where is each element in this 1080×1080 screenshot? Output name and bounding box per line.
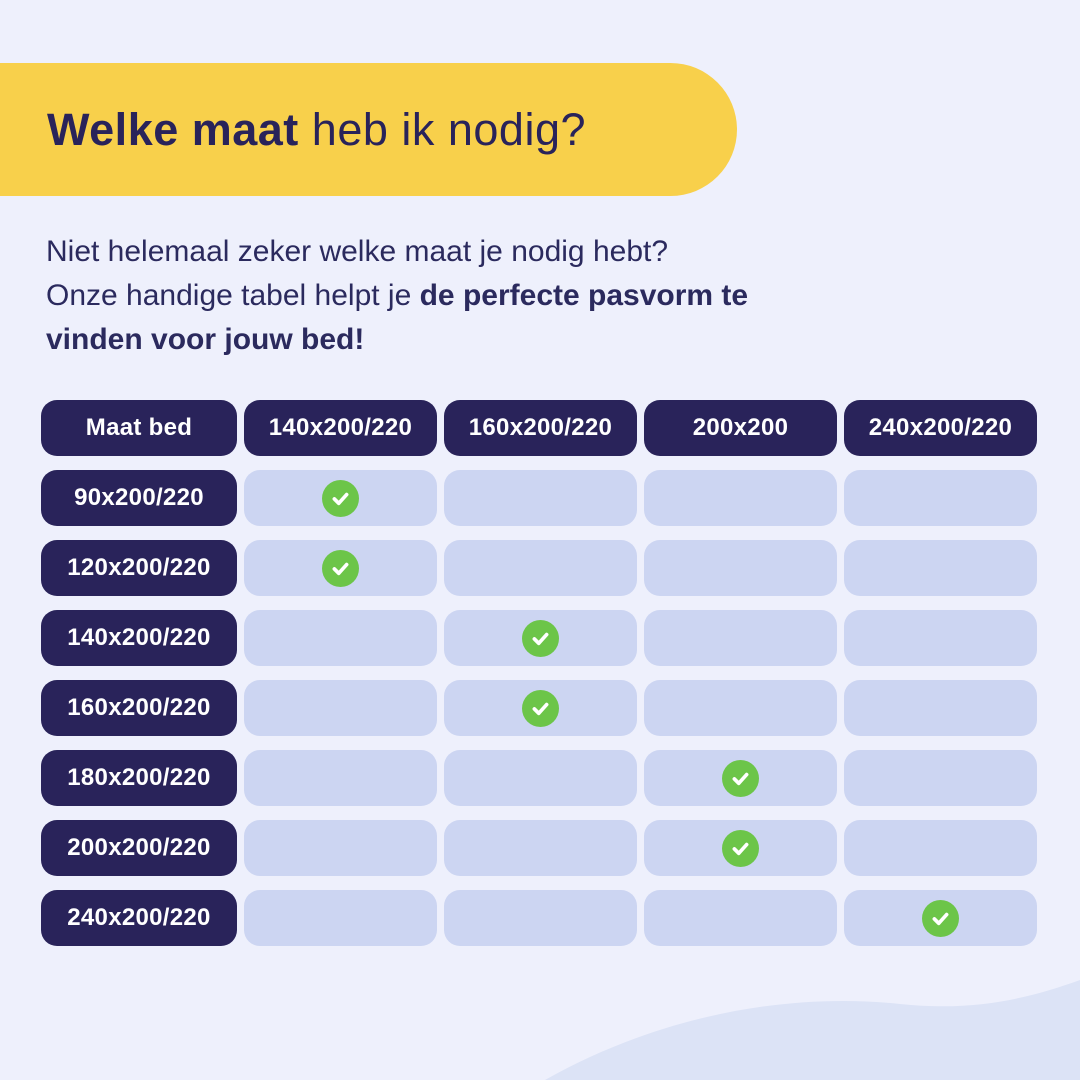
intro-line2-bold: de perfecte pasvorm te [419, 279, 749, 312]
table-cell-match [244, 470, 437, 526]
table-cell [844, 540, 1037, 596]
table-cell [244, 680, 437, 736]
page-title: Welke maat heb ik nodig? [47, 104, 586, 156]
table-cell [444, 470, 637, 526]
column-header: 240x200/220 [844, 400, 1037, 456]
check-icon [922, 899, 959, 937]
page-title-regular: heb ik nodig? [298, 103, 587, 155]
table-cell-match [644, 820, 837, 876]
column-header: 140x200/220 [244, 400, 437, 456]
corner-header-maat-bed: Maat bed [41, 400, 237, 456]
table-cell [244, 890, 437, 946]
table-cell-match [444, 680, 637, 736]
table-cell [844, 610, 1037, 666]
table-cell [644, 890, 837, 946]
row-header: 180x200/220 [41, 750, 237, 806]
table-cell [644, 610, 837, 666]
table-cell [444, 820, 637, 876]
check-icon [722, 829, 759, 867]
row-header: 160x200/220 [41, 680, 237, 736]
table-cell [444, 890, 637, 946]
row-header: 90x200/220 [41, 470, 237, 526]
title-banner: Welke maat heb ik nodig? [0, 63, 737, 196]
table-cell [244, 750, 437, 806]
table-cell [844, 750, 1037, 806]
table-cell [844, 470, 1037, 526]
intro-text: Niet helemaal zeker welke maat je nodig … [46, 230, 946, 362]
check-icon [522, 619, 559, 657]
intro-line1: Niet helemaal zeker welke maat je nodig … [46, 235, 669, 268]
table-cell-match [644, 750, 837, 806]
table-cell [244, 820, 437, 876]
table-cell [444, 540, 637, 596]
row-header: 200x200/220 [41, 820, 237, 876]
table-cell-match [444, 610, 637, 666]
row-header: 240x200/220 [41, 890, 237, 946]
check-icon [322, 479, 359, 517]
intro-line2-regular: Onze handige tabel helpt je [46, 279, 420, 312]
table-cell [644, 540, 837, 596]
table-cell [644, 470, 837, 526]
column-header: 200x200 [644, 400, 837, 456]
row-header: 140x200/220 [41, 610, 237, 666]
intro-line3-bold: vinden voor jouw bed! [46, 323, 365, 356]
size-compatibility-table: Maat bed 140x200/220 160x200/220 200x200 240… [41, 400, 1037, 946]
column-header: 160x200/220 [444, 400, 637, 456]
page-title-bold: Welke maat [47, 103, 299, 155]
check-icon [322, 549, 359, 587]
table-cell-match [244, 540, 437, 596]
table-cell [844, 680, 1037, 736]
table-cell [644, 680, 837, 736]
table-cell-match [844, 890, 1037, 946]
table-cell [244, 610, 437, 666]
row-header: 120x200/220 [41, 540, 237, 596]
table-cell [844, 820, 1037, 876]
bottom-wave-decoration [545, 980, 1080, 1080]
check-icon [522, 689, 559, 727]
check-icon [722, 759, 759, 797]
table-cell [444, 750, 637, 806]
